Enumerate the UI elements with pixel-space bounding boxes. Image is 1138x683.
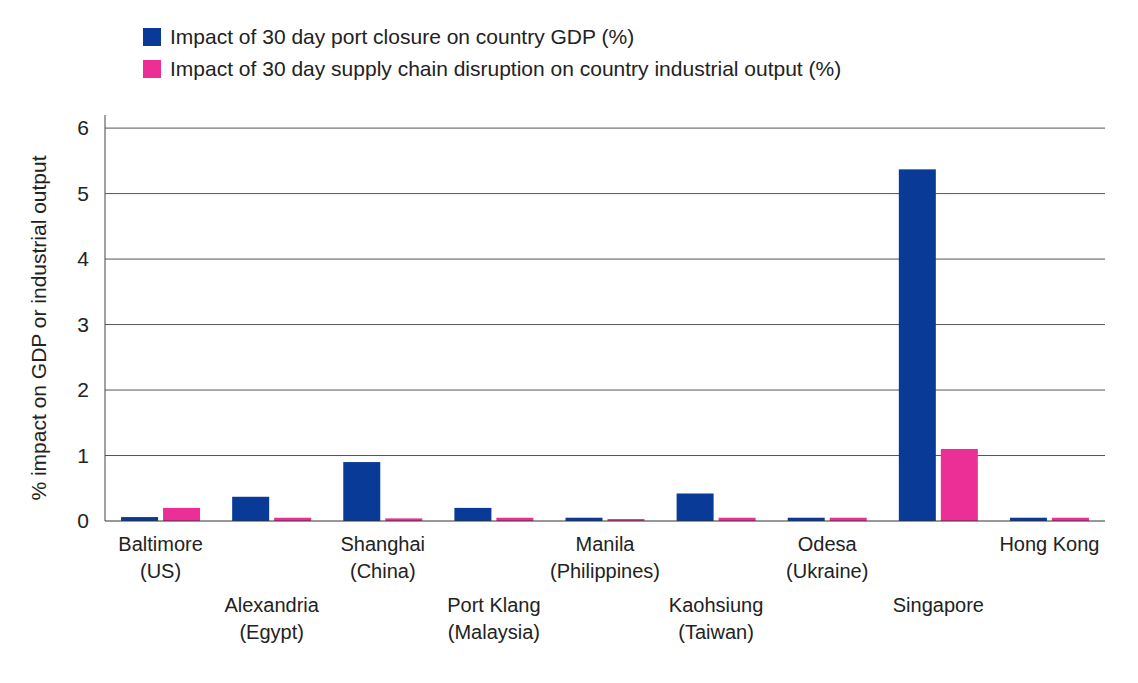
y-tick-label: 1 <box>77 444 89 467</box>
label-line: (Egypt) <box>239 621 303 643</box>
x-tick-label: Port Klang (Malaysia) <box>447 594 540 643</box>
bar <box>454 508 491 521</box>
grid-line <box>105 128 1105 129</box>
bar <box>232 497 269 521</box>
y-tick-label: 5 <box>77 182 89 205</box>
label-line: (China) <box>350 560 416 582</box>
chart: 0 1 2 3 4 5 6 Baltimore (US) Alexandria (Egypt) Sha… <box>0 0 1138 683</box>
y-tick-label: 4 <box>77 247 89 270</box>
grid-line <box>105 324 1105 325</box>
y-tick-label: 6 <box>77 116 89 139</box>
y-tick-label: 3 <box>77 313 89 336</box>
y-tick-label: 0 <box>77 509 89 532</box>
x-tick-label: Singapore <box>893 594 984 616</box>
label-line: (Ukraine) <box>786 560 868 582</box>
legend-label: Impact of 30 day supply chain disruption… <box>170 57 841 80</box>
grid-line <box>105 390 1105 391</box>
legend-swatch <box>143 28 161 46</box>
label-line: Odesa <box>798 533 858 555</box>
label-line: (Taiwan) <box>678 621 754 643</box>
label-line: (US) <box>140 560 181 582</box>
bar <box>343 462 380 521</box>
grid-line <box>105 193 1105 194</box>
bar <box>163 508 200 521</box>
label-line: (Philippines) <box>550 560 660 582</box>
grid-line <box>105 259 1105 260</box>
label-line: Kaohsiung <box>669 594 764 616</box>
x-tick-label: Odesa (Ukraine) <box>786 533 868 582</box>
x-tick-label: Hong Kong <box>999 533 1099 555</box>
x-axis-line <box>105 520 1105 521</box>
x-tick-label: Shanghai (China) <box>341 533 426 582</box>
legend-label: Impact of 30 day port closure on country… <box>170 25 634 48</box>
bar <box>941 449 978 521</box>
x-tick-label: Baltimore (US) <box>118 533 202 582</box>
label-line: Manila <box>576 533 636 555</box>
bar <box>899 169 936 521</box>
label-line: Baltimore <box>118 533 202 555</box>
y-tick-label: 2 <box>77 378 89 401</box>
label-line: Port Klang <box>447 594 540 616</box>
x-tick-label: Kaohsiung (Taiwan) <box>669 594 764 643</box>
label-line: (Malaysia) <box>448 621 540 643</box>
label-line: Hong Kong <box>999 533 1099 555</box>
legend-swatch <box>143 60 161 78</box>
label-line: Alexandria <box>224 594 319 616</box>
label-line: Shanghai <box>341 533 426 555</box>
x-tick-label: Alexandria (Egypt) <box>224 594 319 643</box>
bar <box>677 493 714 521</box>
y-axis-label: % impact on GDP or industrial output <box>27 155 50 500</box>
y-axis-line <box>105 115 106 521</box>
bars <box>121 169 1089 521</box>
label-line: Singapore <box>893 594 984 616</box>
x-tick-label: Manila (Philippines) <box>550 533 660 582</box>
